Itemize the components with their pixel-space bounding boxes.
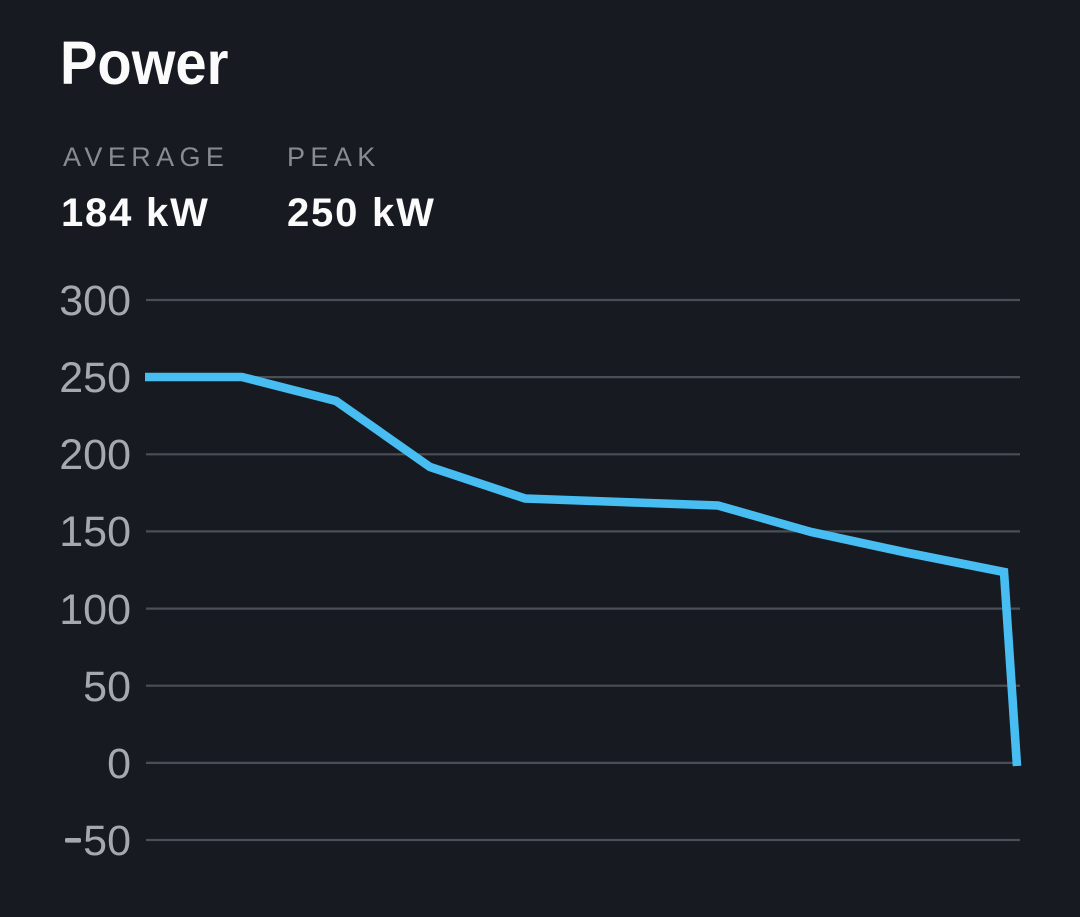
svg-text:50: 50 (83, 663, 131, 711)
svg-text:300: 300 (59, 277, 131, 325)
svg-text:200: 200 (59, 431, 131, 479)
svg-text:100: 100 (59, 586, 131, 634)
svg-text:50: 50 (83, 817, 131, 865)
svg-text:150: 150 (59, 508, 131, 556)
svg-text:250: 250 (59, 354, 131, 402)
svg-text:0: 0 (107, 740, 131, 788)
